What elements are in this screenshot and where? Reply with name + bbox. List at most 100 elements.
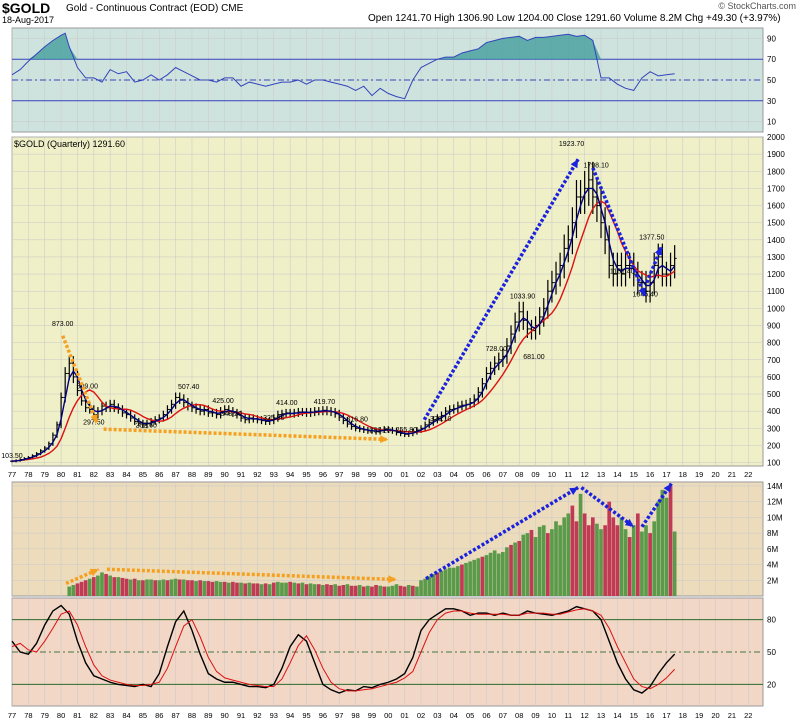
volume-bar [366,585,370,596]
volume-bar [582,513,587,596]
instrument-name: Gold - Continuous Contract (EOD) [66,3,219,14]
year-tick-label-mid: 19 [695,470,703,479]
year-tick-label-mid: 93 [270,470,278,479]
volume-bar [476,558,481,596]
volume-bar [87,578,92,596]
volume-bar [210,581,215,596]
volume-bar [357,584,362,596]
osc-tick-label: 50 [767,648,776,657]
volume-bar [235,582,239,596]
volume-bar [91,577,96,596]
price-tick-label: 1600 [767,202,785,211]
year-tick-label-mid: 20 [711,470,719,479]
rsi-tick-label: 50 [767,76,776,85]
price-annotation: 282.60 [135,422,157,429]
year-tick-label-bottom: 10 [548,711,556,720]
volume-bar [443,569,448,596]
year-tick-label-bottom: 93 [270,711,278,720]
volume-tick-label: 14M [767,482,783,491]
arrow-blue-vol-up [640,482,673,528]
volume-bar [640,531,644,596]
year-tick-label-bottom: 88 [188,711,196,720]
symbol-subtitle: Gold - Continuous Contract (EOD) CME [66,3,243,14]
year-tick-label-mid: 13 [597,470,605,479]
price-annotation: 414.00 [276,400,298,407]
volume-bar [574,521,579,596]
price-annotation: 325.80 [263,415,285,422]
volume-bar [488,552,493,596]
volume-bar [329,584,333,596]
year-tick-label-mid: 99 [368,470,376,479]
volume-bar [382,586,387,596]
arrow-blue-vol-rise-head [569,487,579,496]
volume-bar [284,582,288,596]
volume-bar [672,531,677,596]
year-tick-label-bottom: 80 [57,711,65,720]
year-tick-label-bottom: 00 [384,711,392,720]
volume-bar [325,584,329,596]
year-tick-label-mid: 96 [319,470,327,479]
year-tick-label-mid: 78 [24,470,32,479]
volume-bar [116,577,121,596]
arrow-blue-decline [591,167,647,298]
volume-bar [157,580,162,596]
year-tick-label-bottom: 84 [122,711,130,720]
volume-bar [267,584,272,596]
volume-bar [623,529,628,596]
year-tick-label-mid: 05 [466,470,474,479]
volume-bar [83,580,88,596]
price-tick-label: 1900 [767,150,785,159]
year-tick-label-mid: 84 [122,470,130,479]
volume-bar [439,570,444,596]
arrow-orange-vol-rise-head [89,568,99,577]
year-tick-label-mid: 04 [450,470,458,479]
rsi-tick-label: 10 [767,118,776,127]
volume-bar [447,567,452,596]
volume-bar [247,582,252,596]
price-annotation: 320.10 [430,416,452,423]
year-tick-label-mid: 18 [679,470,687,479]
volume-bar [525,533,530,596]
arrow-orange-flat [103,427,389,442]
year-tick-label-mid: 15 [630,470,638,479]
volume-bar [406,584,411,596]
rsi-line [11,32,675,100]
volume-bar [214,581,219,596]
price-annotation: 1033.90 [510,294,535,301]
year-tick-label-mid: 95 [302,470,310,479]
volume-bar [312,584,317,596]
volume-bar [206,581,211,596]
volume-bar [464,562,468,596]
price-tick-label: 1500 [767,219,785,228]
volume-bar [239,582,243,596]
price-tick-label: 2000 [767,133,785,142]
price-tick-label: 300 [767,424,781,433]
volume-bar [271,582,276,596]
year-tick-label-bottom: 17 [662,711,670,720]
volume-bar [337,585,342,596]
volume-bar [132,578,137,596]
volume-bar [664,497,669,596]
volume-bar [435,572,440,596]
osc-signal-line [11,608,676,692]
volume-bar [222,581,227,596]
volume-bar [496,553,501,596]
volume-bar [521,534,526,596]
year-tick-label-mid: 85 [139,470,147,479]
volume-bar [460,564,464,596]
price-tick-label: 1700 [767,184,785,193]
year-tick-label-mid: 02 [417,470,425,479]
year-tick-label-bottom: 03 [433,711,441,720]
year-tick-label-mid: 92 [253,470,261,479]
year-tick-label-bottom: 87 [171,711,179,720]
arrow-blue-vol-rise [425,486,580,581]
year-tick-label-mid: 82 [90,470,98,479]
arrow-blue-bounce-head [654,246,663,256]
osc-tick-label: 80 [767,616,776,625]
volume-tick-label: 4M [767,561,778,570]
volume-bar [145,579,149,596]
year-tick-label-mid: 12 [580,470,588,479]
ohlc-summary: Open 1241.70 High 1306.90 Low 1204.00 Cl… [368,13,781,24]
price-annotation: 681.00 [523,354,545,361]
volume-bar [509,544,513,596]
